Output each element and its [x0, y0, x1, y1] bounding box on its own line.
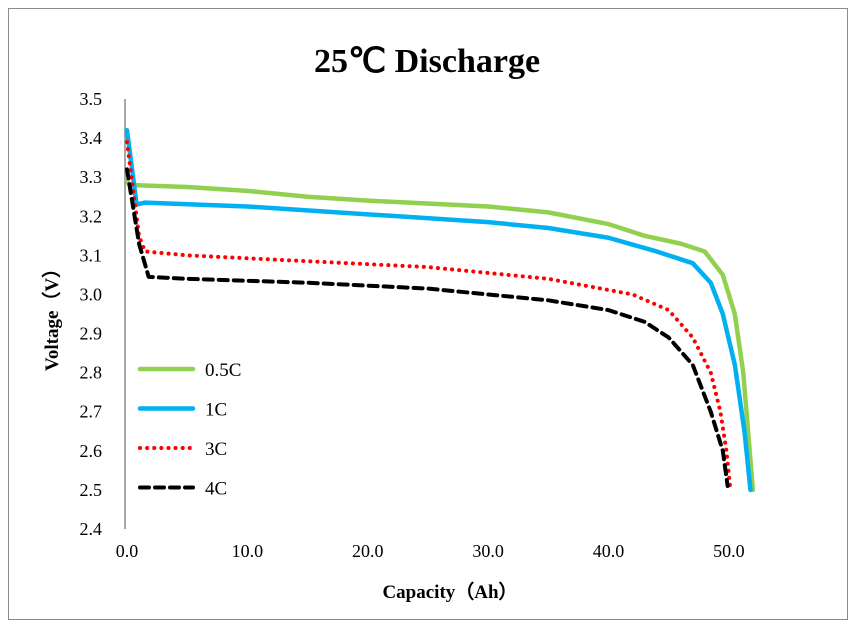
x-tick-label: 40.0 — [593, 541, 625, 561]
series-line-4c — [125, 167, 730, 488]
legend-label: 3C — [205, 439, 227, 460]
y-tick-label: 3.3 — [80, 167, 103, 187]
y-tick-label: 3.0 — [80, 284, 103, 304]
y-tick-label: 2.8 — [80, 363, 103, 383]
chart-title: 25℃ Discharge — [314, 43, 540, 80]
y-tick-label: 2.5 — [80, 480, 103, 500]
x-tick-label: 50.0 — [713, 541, 745, 561]
legend-label: 0.5C — [205, 360, 241, 381]
legend-label: 4C — [205, 479, 227, 500]
series-line-1c — [124, 128, 753, 493]
x-tick-label: 0.0 — [116, 541, 139, 561]
x-tick-label: 20.0 — [352, 541, 384, 561]
legend-label: 1C — [205, 400, 227, 421]
y-axis-label: Voltage（V） — [40, 259, 63, 371]
y-tick-label: 2.6 — [80, 441, 103, 461]
y-tick-label: 2.4 — [80, 519, 103, 539]
y-tick-label: 2.9 — [80, 324, 103, 344]
y-tick-label: 3.4 — [80, 128, 103, 148]
x-tick-label: 10.0 — [232, 541, 264, 561]
chart-border — [8, 8, 848, 620]
y-tick-label: 3.2 — [80, 206, 103, 226]
series-line-3c — [125, 140, 733, 488]
series-line-05c — [124, 178, 756, 493]
x-axis-label: Capacity（Ah） — [382, 580, 517, 603]
y-tick-label: 3.1 — [80, 245, 103, 265]
y-tick-label: 3.5 — [80, 89, 103, 109]
x-tick-label: 30.0 — [472, 541, 504, 561]
y-tick-label: 2.7 — [80, 402, 103, 422]
